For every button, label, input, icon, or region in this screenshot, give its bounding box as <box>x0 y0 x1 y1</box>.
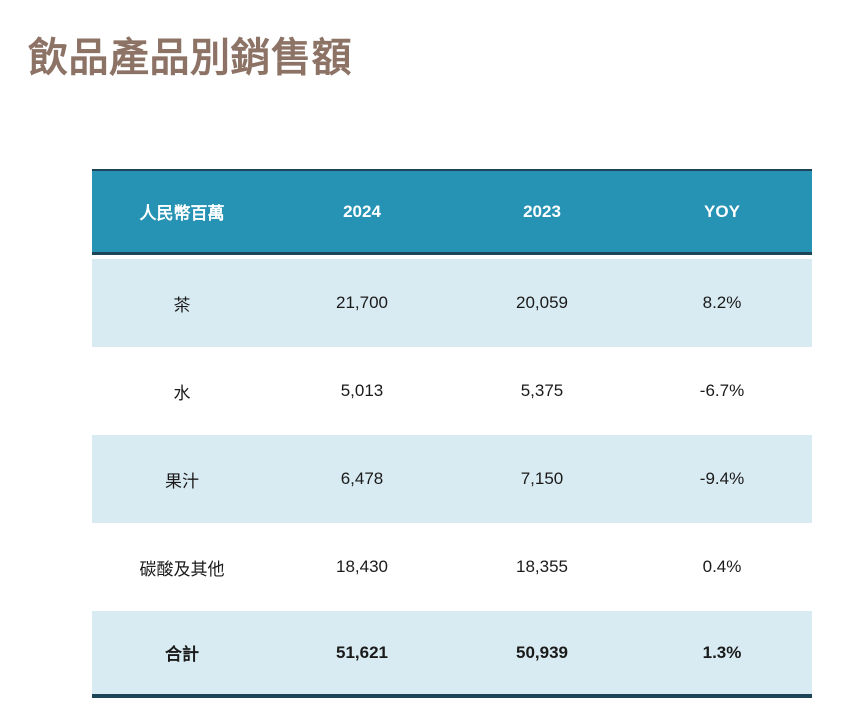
value-yoy: 0.4% <box>702 557 742 576</box>
row-label: 果汁 <box>165 471 199 491</box>
value-2024: 21,700 <box>336 293 388 312</box>
value-2023: 50,939 <box>516 642 568 662</box>
value-2023: 20,059 <box>516 293 568 312</box>
value-2024: 6,478 <box>340 469 384 488</box>
value-2023: 18,355 <box>516 557 568 576</box>
table-header-row: 人民幣百萬 2024 2023 YOY <box>92 171 812 255</box>
header-divider-gap <box>92 255 812 259</box>
column-header-2024: 2024 <box>343 201 381 221</box>
value-yoy: 1.3% <box>702 642 742 662</box>
value-2024: 51,621 <box>336 642 388 662</box>
value-2024: 5,013 <box>340 381 384 400</box>
table-row-total: 合計 51,621 50,939 1.3% <box>92 611 812 694</box>
row-label: 茶 <box>173 295 191 315</box>
value-2023: 7,150 <box>520 469 564 488</box>
beverage-sales-table: 人民幣百萬 2024 2023 YOY 茶 21,700 20,059 8.2%… <box>92 169 812 698</box>
table-row-carbonated-other: 碳酸及其他 18,430 18,355 0.4% <box>92 523 812 611</box>
row-label: 碳酸及其他 <box>139 559 225 579</box>
value-2024: 18,430 <box>336 557 388 576</box>
table-row-juice: 果汁 6,478 7,150 -9.4% <box>92 435 812 523</box>
value-2023: 5,375 <box>520 381 564 400</box>
column-header-yoy: YOY <box>704 201 740 221</box>
row-label: 合計 <box>165 645 199 664</box>
value-yoy: 8.2% <box>702 293 742 312</box>
column-header-unit: 人民幣百萬 <box>139 204 225 223</box>
row-label: 水 <box>173 383 191 403</box>
table-row-water: 水 5,013 5,375 -6.7% <box>92 347 812 435</box>
page-title: 飲品產品別銷售額 <box>28 36 352 80</box>
value-yoy: -6.7% <box>699 381 745 400</box>
column-header-2023: 2023 <box>523 201 561 221</box>
table-row-tea: 茶 21,700 20,059 8.2% <box>92 259 812 347</box>
value-yoy: -9.4% <box>699 469 745 488</box>
